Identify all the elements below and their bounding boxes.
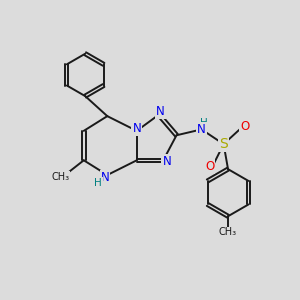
Text: N: N (197, 123, 206, 136)
Text: N: N (156, 105, 165, 118)
Text: S: S (219, 137, 228, 151)
Text: CH₃: CH₃ (219, 227, 237, 237)
Text: H: H (200, 118, 208, 128)
Text: O: O (240, 120, 249, 133)
Text: CH₃: CH₃ (51, 172, 69, 182)
Text: O: O (205, 160, 214, 173)
Text: N: N (100, 171, 109, 184)
Text: N: N (132, 122, 141, 135)
Text: N: N (162, 155, 171, 168)
Text: H: H (94, 178, 102, 188)
